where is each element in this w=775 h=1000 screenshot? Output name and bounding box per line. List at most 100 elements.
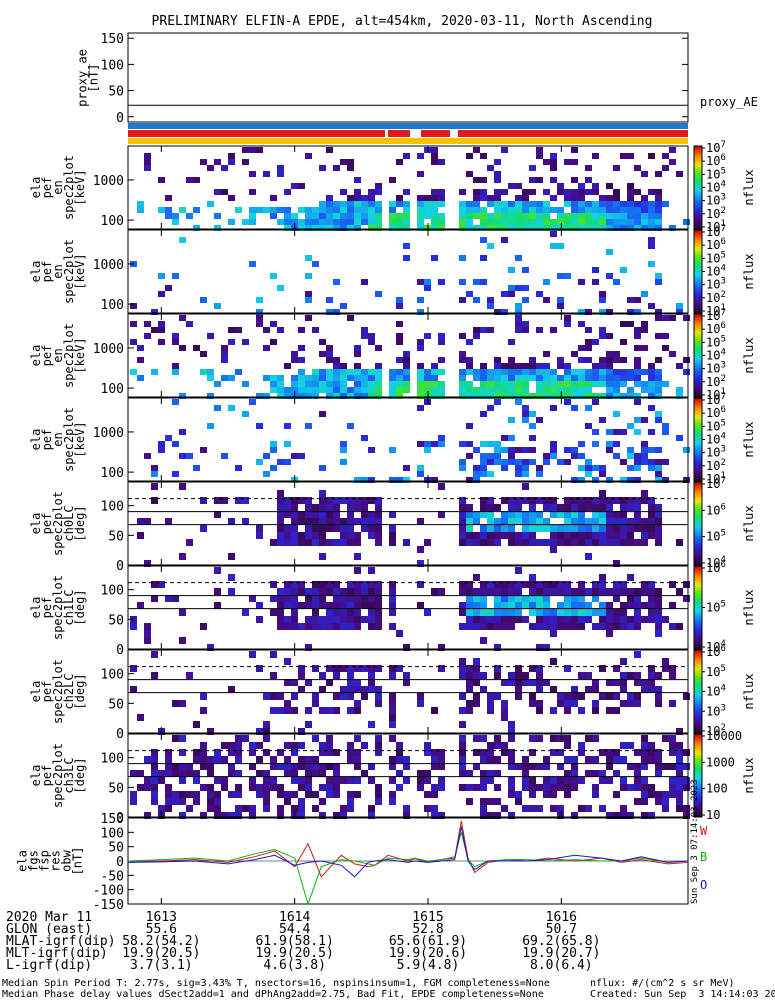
heatmap-cell: [606, 363, 613, 369]
ylabel-line: ela: [29, 261, 43, 283]
heatmap-cell: [529, 602, 536, 609]
heatmap-cell: [221, 375, 228, 381]
heatmap-cell: [592, 791, 599, 798]
heatmap-cell: [473, 532, 480, 539]
heatmap-cell: [354, 345, 361, 351]
ylabel-line: spec2plot: [51, 575, 65, 640]
heatmap-cell: [291, 770, 298, 777]
colorbar-step: [694, 584, 702, 588]
heatmap-cell: [585, 225, 592, 231]
heatmap-cell: [620, 623, 627, 630]
heatmap-cell: [641, 581, 648, 588]
heatmap-cell: [396, 321, 403, 327]
heatmap-cell: [501, 309, 508, 315]
heatmap-cell: [480, 453, 487, 459]
heatmap-cell: [571, 588, 578, 595]
heatmap-cell: [627, 602, 634, 609]
heatmap-cell: [522, 595, 529, 602]
heatmap-cell: [438, 441, 445, 447]
heatmap-cell: [466, 770, 473, 777]
heatmap-cell: [578, 588, 585, 595]
heatmap-cell: [585, 201, 592, 207]
heatmap-cell: [480, 504, 487, 511]
colorbar-step: [694, 254, 702, 258]
colorbar-step: [694, 812, 702, 816]
heatmap-cell: [655, 609, 662, 616]
colorbar-step: [694, 281, 702, 285]
heatmap-cell: [144, 623, 151, 630]
heatmap-cell: [592, 399, 599, 405]
heatmap-cell: [438, 189, 445, 195]
heatmap-cell: [543, 616, 550, 623]
heatmap-cell: [669, 777, 676, 784]
heatmap-cell: [487, 381, 494, 387]
heatmap-cell: [396, 201, 403, 207]
heatmap-cell: [557, 511, 564, 518]
heatmap-cell: [228, 195, 235, 201]
heatmap-cell: [305, 623, 312, 630]
heatmap-cell: [144, 812, 151, 819]
colorbar-step: [694, 609, 702, 613]
panel-spec-en-1: 1001000elapefenspec2plot[keV]10110210310…: [29, 140, 756, 234]
heatmap-cell: [592, 225, 599, 231]
heatmap-cell: [354, 532, 361, 539]
heatmap-cell: [578, 189, 585, 195]
heatmap-cell: [606, 441, 613, 447]
heatmap-cell: [648, 532, 655, 539]
colorbar-step: [694, 720, 702, 724]
heatmap-cell: [578, 525, 585, 532]
heatmap-cell: [669, 763, 676, 770]
heatmap-cell: [536, 672, 543, 679]
heatmap-cell: [466, 225, 473, 231]
heatmap-cell: [606, 381, 613, 387]
heatmap-cell: [333, 525, 340, 532]
heatmap-cell: [375, 665, 382, 672]
heatmap-cell: [585, 375, 592, 381]
colorbar-tick-label: 103: [706, 703, 726, 718]
heatmap-cell: [508, 225, 515, 231]
colorbar-step: [694, 332, 702, 336]
heatmap-cell: [130, 369, 137, 375]
heatmap-cell: [648, 369, 655, 375]
heatmap-cell: [249, 219, 256, 225]
heatmap-cell: [683, 812, 690, 819]
heatmap-cell: [466, 201, 473, 207]
heatmap-cell: [403, 363, 410, 369]
heatmap-cell: [403, 357, 410, 363]
colorbar-step: [694, 777, 702, 781]
heatmap-cell: [179, 700, 186, 707]
colorbar-step: [694, 779, 702, 783]
heatmap-cell: [326, 518, 333, 525]
heatmap-cell: [655, 504, 662, 511]
heatmap-cell: [326, 357, 333, 363]
heatmap-cell: [564, 381, 571, 387]
heatmap-cell: [599, 525, 606, 532]
heatmap-cell: [501, 147, 508, 153]
colorbar-label: nflux: [742, 673, 756, 709]
colorbar-step: [694, 357, 702, 361]
heatmap-cell: [613, 219, 620, 225]
heatmap-cell: [487, 243, 494, 249]
colorbar-step: [694, 693, 702, 697]
heatmap-cell: [641, 686, 648, 693]
heatmap-cell: [417, 581, 424, 588]
heatmap-cell: [606, 477, 613, 483]
heatmap-cell: [522, 763, 529, 770]
heatmap-cell: [340, 459, 347, 465]
heatmap-cell: [627, 447, 634, 453]
heatmap-cell: [354, 791, 361, 798]
heatmap-cell: [487, 471, 494, 477]
heatmap-cell: [361, 770, 368, 777]
colorbar-step: [694, 570, 702, 573]
heatmap-cell: [557, 207, 564, 213]
heatmap-cell: [291, 679, 298, 686]
heatmap-cell: [151, 777, 158, 784]
heatmap-cell: [193, 749, 200, 756]
heatmap-cell: [291, 588, 298, 595]
heatmap-cell: [305, 777, 312, 784]
ylabel-line: ch3LC: [62, 757, 76, 793]
colorbar-step: [694, 460, 702, 463]
heatmap-cell: [536, 219, 543, 225]
heatmap-cell: [648, 405, 655, 411]
